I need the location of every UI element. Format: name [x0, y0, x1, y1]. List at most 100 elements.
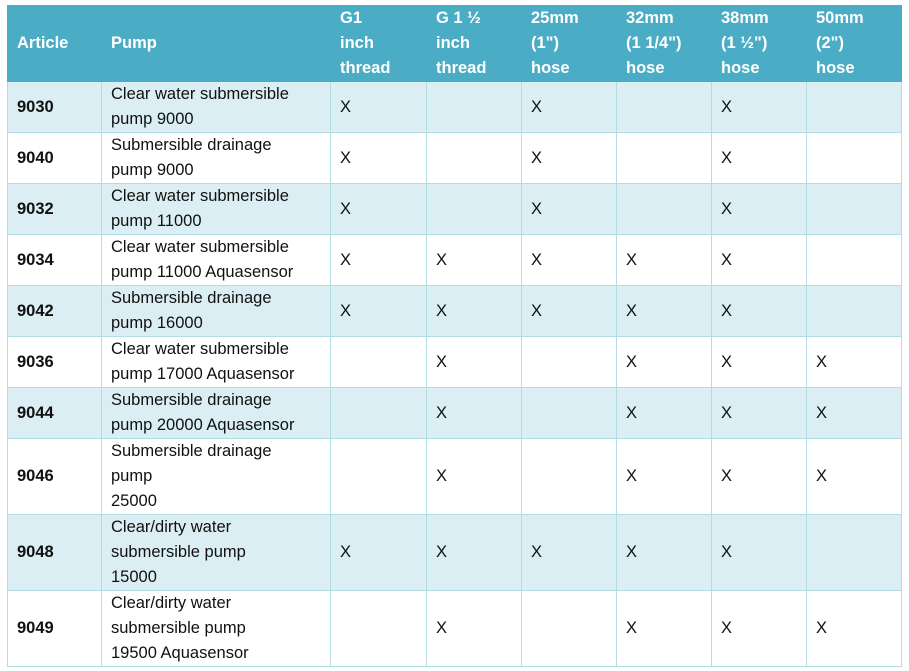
- fitting-cell: X: [521, 132, 617, 184]
- fitting-cell: [806, 183, 902, 235]
- fitting-cell: [426, 183, 522, 235]
- fitting-cell: X: [521, 285, 617, 337]
- table-row: 9036 Clear water submersible pump 17000 A…: [7, 336, 902, 388]
- fitting-cell: X: [711, 183, 807, 235]
- header-cell: G1 inch thread: [330, 5, 427, 82]
- fitting-cell: [426, 81, 522, 133]
- fitting-cell: X: [616, 590, 712, 667]
- pump-cell: Clear water submersible pump 17000 Aquas…: [101, 336, 331, 388]
- fitting-cell: X: [616, 387, 712, 439]
- fitting-cell: X: [426, 336, 522, 388]
- table-row: 9032 Clear water submersible pump 11000 X X…: [7, 183, 902, 235]
- fitting-cell: X: [426, 590, 522, 667]
- fitting-cell: X: [521, 81, 617, 133]
- fitting-cell: X: [330, 285, 427, 337]
- pump-cell: Clear water submersible pump 11000 Aquas…: [101, 234, 331, 286]
- fitting-cell: X: [330, 183, 427, 235]
- fitting-cell: [521, 336, 617, 388]
- fitting-cell: [806, 234, 902, 286]
- fitting-cell: X: [426, 514, 522, 591]
- fitting-cell: [616, 132, 712, 184]
- fitting-cell: X: [330, 81, 427, 133]
- fitting-cell: X: [711, 81, 807, 133]
- table-row: 9042 Submersible drainage pump 16000 X X X X X: [7, 285, 902, 337]
- article-cell: 9032: [7, 183, 102, 235]
- pump-cell: Submersible drainage pump 9000: [101, 132, 331, 184]
- table-body: 9030 Clear water submersible pump 9000 X X X…: [7, 81, 902, 667]
- article-cell: 9048: [7, 514, 102, 591]
- fitting-cell: X: [330, 234, 427, 286]
- fitting-cell: X: [711, 387, 807, 439]
- pump-cell: Clear/dirty water submersible pump 19500…: [101, 590, 331, 667]
- fitting-cell: X: [616, 514, 712, 591]
- pump-table: Article Pump G1 inch thread G 1 ½ inch thre…: [7, 5, 902, 667]
- article-cell: 9046: [7, 438, 102, 515]
- fitting-cell: X: [616, 234, 712, 286]
- pump-cell: Clear/dirty water submersible pump 15000: [101, 514, 331, 591]
- fitting-cell: X: [711, 336, 807, 388]
- fitting-cell: [330, 387, 427, 439]
- pump-cell: Submersible drainage pump 25000: [101, 438, 331, 515]
- fitting-cell: X: [711, 590, 807, 667]
- fitting-cell: [806, 285, 902, 337]
- table-row: 9034 Clear water submersible pump 11000 A…: [7, 234, 902, 286]
- header-cell: 38mm (1 ½") hose: [711, 5, 807, 82]
- fitting-cell: [616, 81, 712, 133]
- fitting-cell: X: [806, 387, 902, 439]
- fitting-cell: [426, 132, 522, 184]
- fitting-cell: [616, 183, 712, 235]
- fitting-cell: X: [806, 336, 902, 388]
- fitting-cell: [806, 81, 902, 133]
- fitting-cell: X: [711, 285, 807, 337]
- article-cell: 9042: [7, 285, 102, 337]
- header-cell: G 1 ½ inch thread: [426, 5, 522, 82]
- fitting-cell: X: [426, 285, 522, 337]
- fitting-cell: X: [616, 438, 712, 515]
- fitting-cell: X: [426, 234, 522, 286]
- fitting-cell: X: [426, 438, 522, 515]
- header-cell: 25mm (1") hose: [521, 5, 617, 82]
- header-cell: Pump: [101, 5, 331, 82]
- fitting-cell: X: [521, 183, 617, 235]
- article-cell: 9044: [7, 387, 102, 439]
- table-row: 9030 Clear water submersible pump 9000 X X X: [7, 81, 902, 133]
- fitting-cell: [806, 132, 902, 184]
- table-row: 9046 Submersible drainage pump 25000 X X X X: [7, 438, 902, 515]
- fitting-cell: X: [616, 285, 712, 337]
- fitting-cell: [330, 590, 427, 667]
- article-cell: 9049: [7, 590, 102, 667]
- fitting-cell: X: [330, 514, 427, 591]
- header-cell: 32mm (1 1/4") hose: [616, 5, 712, 82]
- fitting-cell: [521, 387, 617, 439]
- table-row: 9044 Submersible drainage pump 20000 Aqua…: [7, 387, 902, 439]
- article-cell: 9040: [7, 132, 102, 184]
- pump-cell: Submersible drainage pump 16000: [101, 285, 331, 337]
- pump-cell: Submersible drainage pump 20000 Aquasens…: [101, 387, 331, 439]
- header-cell: Article: [7, 5, 102, 82]
- fitting-cell: [521, 438, 617, 515]
- table-row: 9040 Submersible drainage pump 9000 X X X: [7, 132, 902, 184]
- fitting-cell: [330, 438, 427, 515]
- fitting-cell: X: [616, 336, 712, 388]
- fitting-cell: X: [806, 438, 902, 515]
- article-cell: 9036: [7, 336, 102, 388]
- header-row: Article Pump G1 inch thread G 1 ½ inch thre…: [7, 5, 902, 82]
- fitting-cell: [806, 514, 902, 591]
- fitting-cell: X: [806, 590, 902, 667]
- fitting-cell: X: [426, 387, 522, 439]
- article-cell: 9030: [7, 81, 102, 133]
- fitting-cell: [521, 590, 617, 667]
- fitting-cell: X: [711, 514, 807, 591]
- fitting-cell: X: [711, 234, 807, 286]
- pump-cell: Clear water submersible pump 11000: [101, 183, 331, 235]
- pump-cell: Clear water submersible pump 9000: [101, 81, 331, 133]
- fitting-cell: X: [711, 132, 807, 184]
- table-row: 9049 Clear/dirty water submersible pump 1…: [7, 590, 902, 667]
- fitting-cell: X: [521, 514, 617, 591]
- header-cell: 50mm (2") hose: [806, 5, 902, 82]
- table-row: 9048 Clear/dirty water submersible pump 1…: [7, 514, 902, 591]
- article-cell: 9034: [7, 234, 102, 286]
- fitting-cell: X: [521, 234, 617, 286]
- fitting-cell: X: [711, 438, 807, 515]
